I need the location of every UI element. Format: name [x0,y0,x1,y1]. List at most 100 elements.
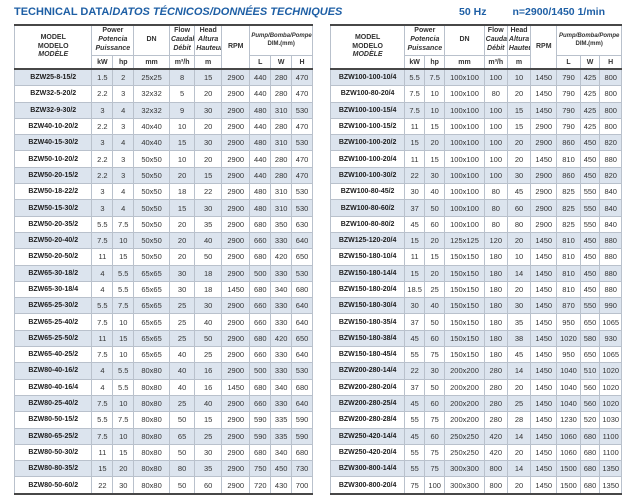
cell-flow: 180 [483,297,508,315]
cell-power-hp: 100 [423,476,446,495]
cell-dim-w: 425 [579,117,601,136]
frequency-value: 50 Hz [459,6,487,18]
cell-power-kw: 15 [404,231,425,250]
cell-dn: 300x300 [444,476,485,495]
table-row: BZW150-180-14/4 15 20 150x150 180 14 1450 810 45… [329,264,622,282]
cell-power-hp: 10 [423,85,446,103]
cell-rpm: 1450 [530,280,558,299]
cell-dim-l: 870 [556,297,581,315]
table-row: BZW80-50-60/2 22 30 80x80 50 60 2900 720 430 700 [13,476,313,495]
cell-head: 25 [194,346,223,364]
cell-head: 30 [194,134,223,152]
cell-dim-h: 650 [291,329,313,348]
cell-head: 30 [506,166,532,185]
cell-dim-h: 590 [291,411,313,429]
cell-head: 40 [194,313,223,331]
table-row: BZW50-15-30/2 3 4 50x50 15 30 2900 480 310 530 [13,199,313,217]
cell-rpm: 1450 [530,476,558,495]
cell-power-hp: 50 [423,378,446,396]
cell-dn: 125x125 [444,231,485,250]
cell-dim-h: 530 [291,101,313,119]
cell-dim-l: 1500 [556,460,581,478]
cell-flow: 800 [483,476,508,495]
cell-power-kw: 22 [404,166,425,185]
cell-flow: 120 [483,231,508,250]
cell-dim-w: 330 [270,264,293,282]
unit-head-m: m [194,55,223,70]
cell-power-hp: 30 [112,476,135,495]
page-header: TECHNICAL DATA/DATOS TÉCNICOS/DONNÉES TE… [0,0,627,21]
cell-dim-l: 480 [249,183,272,201]
cell-dim-w: 450 [579,231,601,250]
cell-dn: 65x65 [133,264,170,282]
cell-power-kw: 7.5 [91,394,114,413]
cell-dim-h: 1065 [599,346,622,364]
cell-head: 28 [506,411,532,429]
cell-head: 16 [194,378,223,396]
cell-dim-l: 480 [249,199,272,217]
cell-power-kw: 11 [404,117,425,136]
cell-model: BZW100-80-45/2 [329,183,406,201]
cell-dim-h: 470 [291,117,313,136]
cell-dim-h: 530 [291,264,313,282]
col-flow: Flow Caudal Débit [483,24,508,56]
cell-power-hp: 3 [112,85,135,103]
cell-dim-l: 440 [249,117,272,136]
table-row: BZW50-20-50/2 11 15 50x50 20 50 2900 680 420 650 [13,248,313,266]
cell-power-hp: 75 [423,346,446,364]
cell-dim-l: 680 [249,215,272,233]
cell-model: BZW300-800-14/4 [329,460,406,478]
cell-dim-w: 335 [270,427,293,445]
cell-dim-w: 310 [270,183,293,201]
cell-power-kw: 3 [91,183,114,201]
cell-rpm: 2900 [530,166,558,185]
cell-power-kw: 37 [404,313,425,331]
cell-power-hp: 30 [423,362,446,380]
cell-head: 35 [194,215,223,233]
cell-dim-l: 660 [249,346,272,364]
cell-rpm: 1450 [530,248,558,266]
cell-model: BZW200-280-20/4 [329,378,406,396]
col-model: MODEL MODELO MODÈLE [13,24,93,70]
cell-power-kw: 15 [91,460,114,478]
cell-flow: 100 [483,117,508,136]
cell-power-kw: 75 [404,476,425,495]
cell-head: 45 [506,346,532,364]
cell-power-kw: 18.5 [404,280,425,299]
cell-rpm: 2900 [221,394,251,413]
cell-power-hp: 15 [423,150,446,168]
cell-power-hp: 10 [423,101,446,119]
cell-rpm: 1450 [530,329,558,348]
cell-head: 25 [506,394,532,413]
table-row: BZW65-25-50/2 11 15 65x65 25 50 2900 680 420 650 [13,329,313,348]
cell-rpm: 2900 [221,329,251,348]
cell-model: BZW40-10-20/2 [13,117,93,136]
cell-rpm: 1450 [530,411,558,429]
cell-head: 15 [194,68,223,87]
table-row: BZW50-20-35/2 5.5 7.5 50x50 20 35 2900 680 350 63… [13,215,313,233]
cell-head: 30 [194,101,223,119]
cell-power-hp: 10 [112,231,135,250]
cell-rpm: 2900 [221,101,251,119]
cell-rpm: 2900 [221,199,251,217]
cell-dn: 100x100 [444,68,485,87]
title-english: TECHNICAL DATA/ [14,6,113,18]
cell-power-hp: 60 [423,329,446,348]
cell-dn: 200x200 [444,411,485,429]
cell-power-kw: 3 [91,101,114,119]
cell-dim-h: 680 [291,280,313,299]
cell-model: BZW100-100-20/4 [329,150,406,168]
cell-dim-l: 810 [556,280,581,299]
cell-dim-h: 640 [291,394,313,413]
cell-power-kw: 37 [404,378,425,396]
cell-power-hp: 20 [423,264,446,282]
cell-power-hp: 50 [423,199,446,217]
cell-power-hp: 4 [112,199,135,217]
cell-rpm: 1450 [530,150,558,168]
cell-flow: 280 [483,362,508,380]
cell-flow: 40 [168,362,196,380]
unit-dim-l: L [249,55,272,70]
cell-power-kw: 55 [404,346,425,364]
col-rpm: RPM [221,24,251,70]
table-row: BZW100-100-20/4 11 15 100x100 100 20 1450 810 45… [329,150,622,168]
